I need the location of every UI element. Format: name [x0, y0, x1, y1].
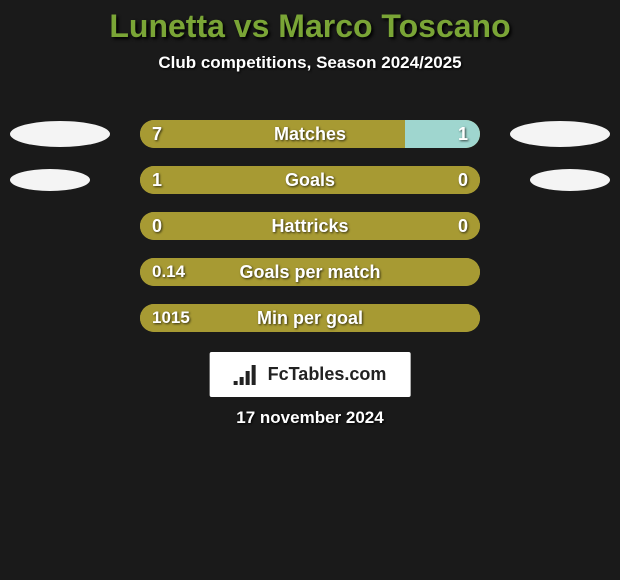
comparison-row: Goals10 [0, 166, 620, 194]
comparison-row: Min per goal1015 [0, 304, 620, 332]
player-flag-left [10, 121, 110, 147]
comparison-row: Matches71 [0, 120, 620, 148]
brand-text: FcTables.com [268, 364, 387, 385]
bar-seg-left [140, 258, 480, 286]
page-title: Lunetta vs Marco Toscano [0, 0, 620, 45]
player-flag-right [510, 121, 610, 147]
bar-seg-left [140, 166, 480, 194]
comparison-row: Goals per match0.14 [0, 258, 620, 286]
comparison-rows: Matches71 Goals10 Hattricks00 Goals per mat… [0, 120, 620, 350]
bar-seg-left [140, 304, 480, 332]
player-flag-right [530, 169, 610, 191]
brand-box: FcTables.com [210, 352, 411, 397]
bar-seg-left [140, 212, 480, 240]
bar-seg-left [140, 120, 405, 148]
bar-track: Matches71 [140, 120, 480, 148]
date-text: 17 november 2024 [0, 408, 620, 428]
bar-track: Min per goal1015 [140, 304, 480, 332]
bar-track: Goals per match0.14 [140, 258, 480, 286]
bar-seg-right [405, 120, 480, 148]
player-flag-left [10, 169, 90, 191]
brand-chart-icon [234, 365, 260, 385]
bar-track: Goals10 [140, 166, 480, 194]
bar-track: Hattricks00 [140, 212, 480, 240]
comparison-row: Hattricks00 [0, 212, 620, 240]
subtitle: Club competitions, Season 2024/2025 [0, 53, 620, 73]
